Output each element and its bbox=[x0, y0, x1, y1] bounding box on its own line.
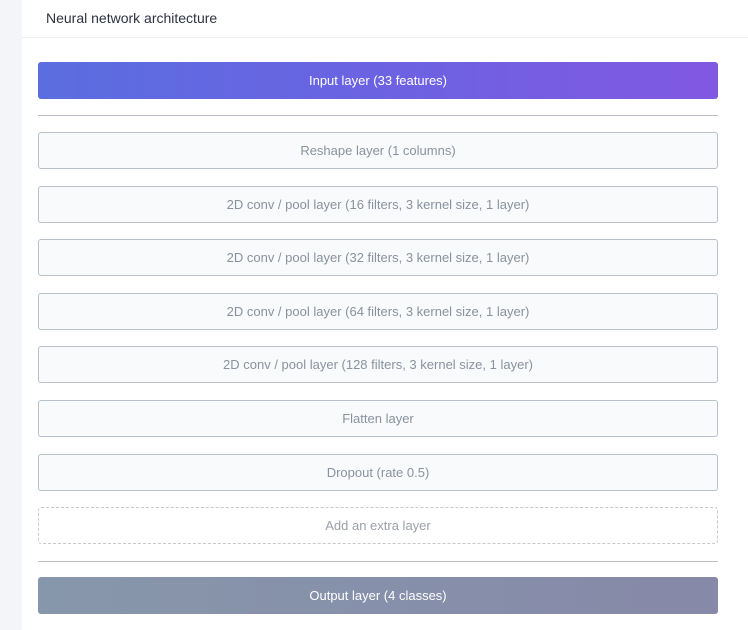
add-layer-button[interactable]: Add an extra layer bbox=[38, 507, 718, 544]
output-layer-button[interactable]: Output layer (4 classes) bbox=[38, 577, 718, 614]
layer-conv-64[interactable]: 2D conv / pool layer (64 filters, 3 kern… bbox=[38, 293, 718, 330]
layer-reshape[interactable]: Reshape layer (1 columns) bbox=[38, 132, 718, 169]
divider bbox=[38, 115, 718, 116]
panel-title: Neural network architecture bbox=[22, 0, 748, 38]
layer-conv-32[interactable]: 2D conv / pool layer (32 filters, 3 kern… bbox=[38, 239, 718, 276]
architecture-panel: Neural network architecture Input layer … bbox=[22, 0, 748, 630]
divider bbox=[38, 561, 718, 562]
layer-flatten[interactable]: Flatten layer bbox=[38, 400, 718, 437]
layer-conv-128[interactable]: 2D conv / pool layer (128 filters, 3 ker… bbox=[38, 346, 718, 383]
layer-dropout[interactable]: Dropout (rate 0.5) bbox=[38, 454, 718, 491]
input-layer-button[interactable]: Input layer (33 features) bbox=[38, 62, 718, 99]
layer-conv-16[interactable]: 2D conv / pool layer (16 filters, 3 kern… bbox=[38, 186, 718, 223]
